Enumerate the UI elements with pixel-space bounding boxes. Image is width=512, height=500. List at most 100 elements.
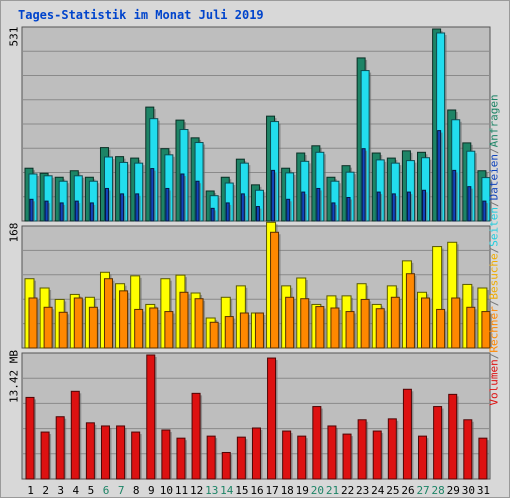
day-label: 17 [265, 484, 278, 497]
dateien-bar [422, 189, 427, 222]
dateien-bar [482, 200, 487, 222]
volumen-bar [40, 431, 50, 480]
legend-item: Anfragen [487, 94, 501, 148]
volumen-bar [251, 427, 261, 480]
day-label: 26 [401, 484, 414, 497]
legend-item: Dateien [487, 153, 501, 201]
dateien-bar [452, 169, 457, 222]
rechner-bar [179, 291, 189, 349]
volumen-bar [448, 393, 458, 480]
volumen-bar [131, 431, 141, 480]
dateien-bar [406, 191, 411, 222]
volumen-bar [70, 390, 80, 480]
volumen-bar [236, 436, 246, 480]
dateien-bar [286, 198, 291, 222]
rechner-bar [451, 297, 461, 349]
volumen-bar [85, 422, 95, 480]
rechner-bar [360, 298, 370, 349]
dateien-bar [376, 191, 381, 222]
rechner-bar [239, 312, 249, 349]
rechner-bar [224, 316, 234, 349]
legend-item: Seiten [487, 206, 501, 247]
dateien-bar [331, 202, 336, 222]
volumen-bar [312, 406, 322, 480]
day-label: 12 [190, 484, 203, 497]
rechner-bar [466, 306, 476, 349]
rechner-bar [330, 307, 340, 349]
legend-separator: / [487, 147, 501, 154]
rechner-bar [28, 297, 38, 349]
volumen-bar [206, 435, 216, 480]
volumen-bar [116, 425, 126, 480]
dateien-bar [74, 200, 79, 222]
dateien-bar [301, 191, 306, 222]
day-label: 1 [27, 484, 34, 497]
volumen-bar [418, 435, 428, 480]
volumen-bar [402, 388, 412, 480]
day-label: 7 [118, 484, 125, 497]
rechner-bar [209, 321, 219, 349]
volumen-bar [100, 425, 110, 480]
dateien-bar [437, 130, 442, 222]
day-label: 27 [416, 484, 429, 497]
legend-item: Rechner [487, 306, 501, 353]
day-label: 30 [462, 484, 475, 497]
day-label: 8 [133, 484, 140, 497]
dateien-bar [195, 180, 200, 222]
legend-text: Volumen/Rechner/Besuche/Seiten/Dateien/A… [488, 94, 501, 405]
rechner-bar [270, 231, 280, 349]
day-label: 29 [447, 484, 460, 497]
dateien-bar [29, 198, 34, 222]
rechner-bar [254, 312, 264, 349]
volumen-bar [433, 406, 443, 480]
day-label: 28 [432, 484, 445, 497]
legend-separator: / [487, 200, 501, 207]
dateien-bar [104, 187, 109, 222]
rechner-bar [73, 297, 83, 349]
day-label: 13 [205, 484, 218, 497]
dateien-bar [59, 202, 64, 222]
volumen-bar [161, 429, 171, 480]
rechner-bar [119, 290, 129, 349]
day-label: 16 [250, 484, 263, 497]
day-label: 4 [73, 484, 80, 497]
dateien-bar [271, 169, 276, 222]
volumen-bar [342, 433, 352, 480]
day-label: 19 [296, 484, 309, 497]
volumen-bar [463, 419, 473, 480]
rechner-bar [345, 311, 355, 349]
rechner-bar [481, 311, 491, 349]
rechner-bar [149, 307, 159, 349]
volumen-bar [357, 419, 367, 480]
day-label: 6 [103, 484, 110, 497]
dateien-bar [225, 202, 230, 222]
dateien-bar [346, 196, 351, 222]
day-label: 11 [175, 484, 188, 497]
rechner-bar [405, 273, 415, 349]
legend-separator: / [487, 299, 501, 307]
rechner-bar [164, 311, 174, 349]
day-label: 20 [311, 484, 324, 497]
legend-separator: / [487, 352, 501, 360]
volumen-bar [372, 430, 382, 480]
volumen-bar [176, 437, 186, 480]
day-label: 31 [477, 484, 490, 497]
volumen-bar [25, 396, 35, 480]
volumen-bar [191, 392, 201, 480]
volumen-bar [478, 437, 488, 480]
day-label: 5 [88, 484, 95, 497]
rechner-bar [285, 296, 295, 349]
rechner-bar [300, 298, 310, 349]
legend-separator: / [487, 246, 501, 254]
volumen-bar [297, 435, 307, 480]
day-label: 10 [160, 484, 173, 497]
dateien-bar [165, 187, 170, 222]
dateien-bar [391, 193, 396, 222]
day-label: 15 [235, 484, 248, 497]
dateien-bar [180, 173, 185, 222]
dateien-bar [150, 168, 155, 222]
legend-item: Besuche [487, 253, 501, 300]
day-label: 23 [356, 484, 369, 497]
volumen-bar [221, 451, 231, 480]
